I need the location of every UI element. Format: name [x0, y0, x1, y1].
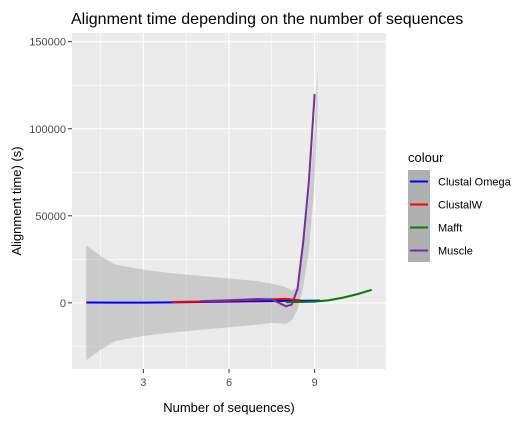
- x-axis-ticks: 3 6 9: [140, 369, 318, 389]
- y-tick-label: 100000: [29, 124, 66, 136]
- legend: Clustal Omega ClustalW Mafft Muscle: [408, 170, 512, 262]
- x-tick-label: 3: [140, 377, 146, 389]
- chart-title: Alignment time depending on the number o…: [71, 11, 463, 28]
- y-axis-title: Alignment time) (s): [9, 146, 24, 255]
- series-line-mafft: [286, 288, 373, 304]
- series-line-muscle: [200, 93, 316, 308]
- legend-label: Clustal Omega: [438, 177, 512, 189]
- y-tick-label: 0: [60, 298, 66, 310]
- legend-title: colour: [408, 150, 444, 165]
- series-lines: [86, 93, 373, 308]
- confidence-band: [86, 67, 318, 361]
- y-tick-label: 50000: [35, 211, 66, 223]
- x-tick-label: 9: [312, 377, 318, 389]
- x-axis-title: Number of sequences): [163, 400, 295, 415]
- legend-label: ClustalW: [438, 200, 483, 212]
- confidence-band-area: [86, 67, 318, 361]
- y-axis-ticks: 0 50000 100000 150000: [29, 37, 72, 310]
- legend-label: Mafft: [438, 223, 462, 235]
- y-tick-label: 150000: [29, 37, 66, 49]
- x-tick-label: 6: [226, 377, 232, 389]
- legend-label: Muscle: [438, 246, 473, 258]
- grid-lines: [72, 33, 386, 369]
